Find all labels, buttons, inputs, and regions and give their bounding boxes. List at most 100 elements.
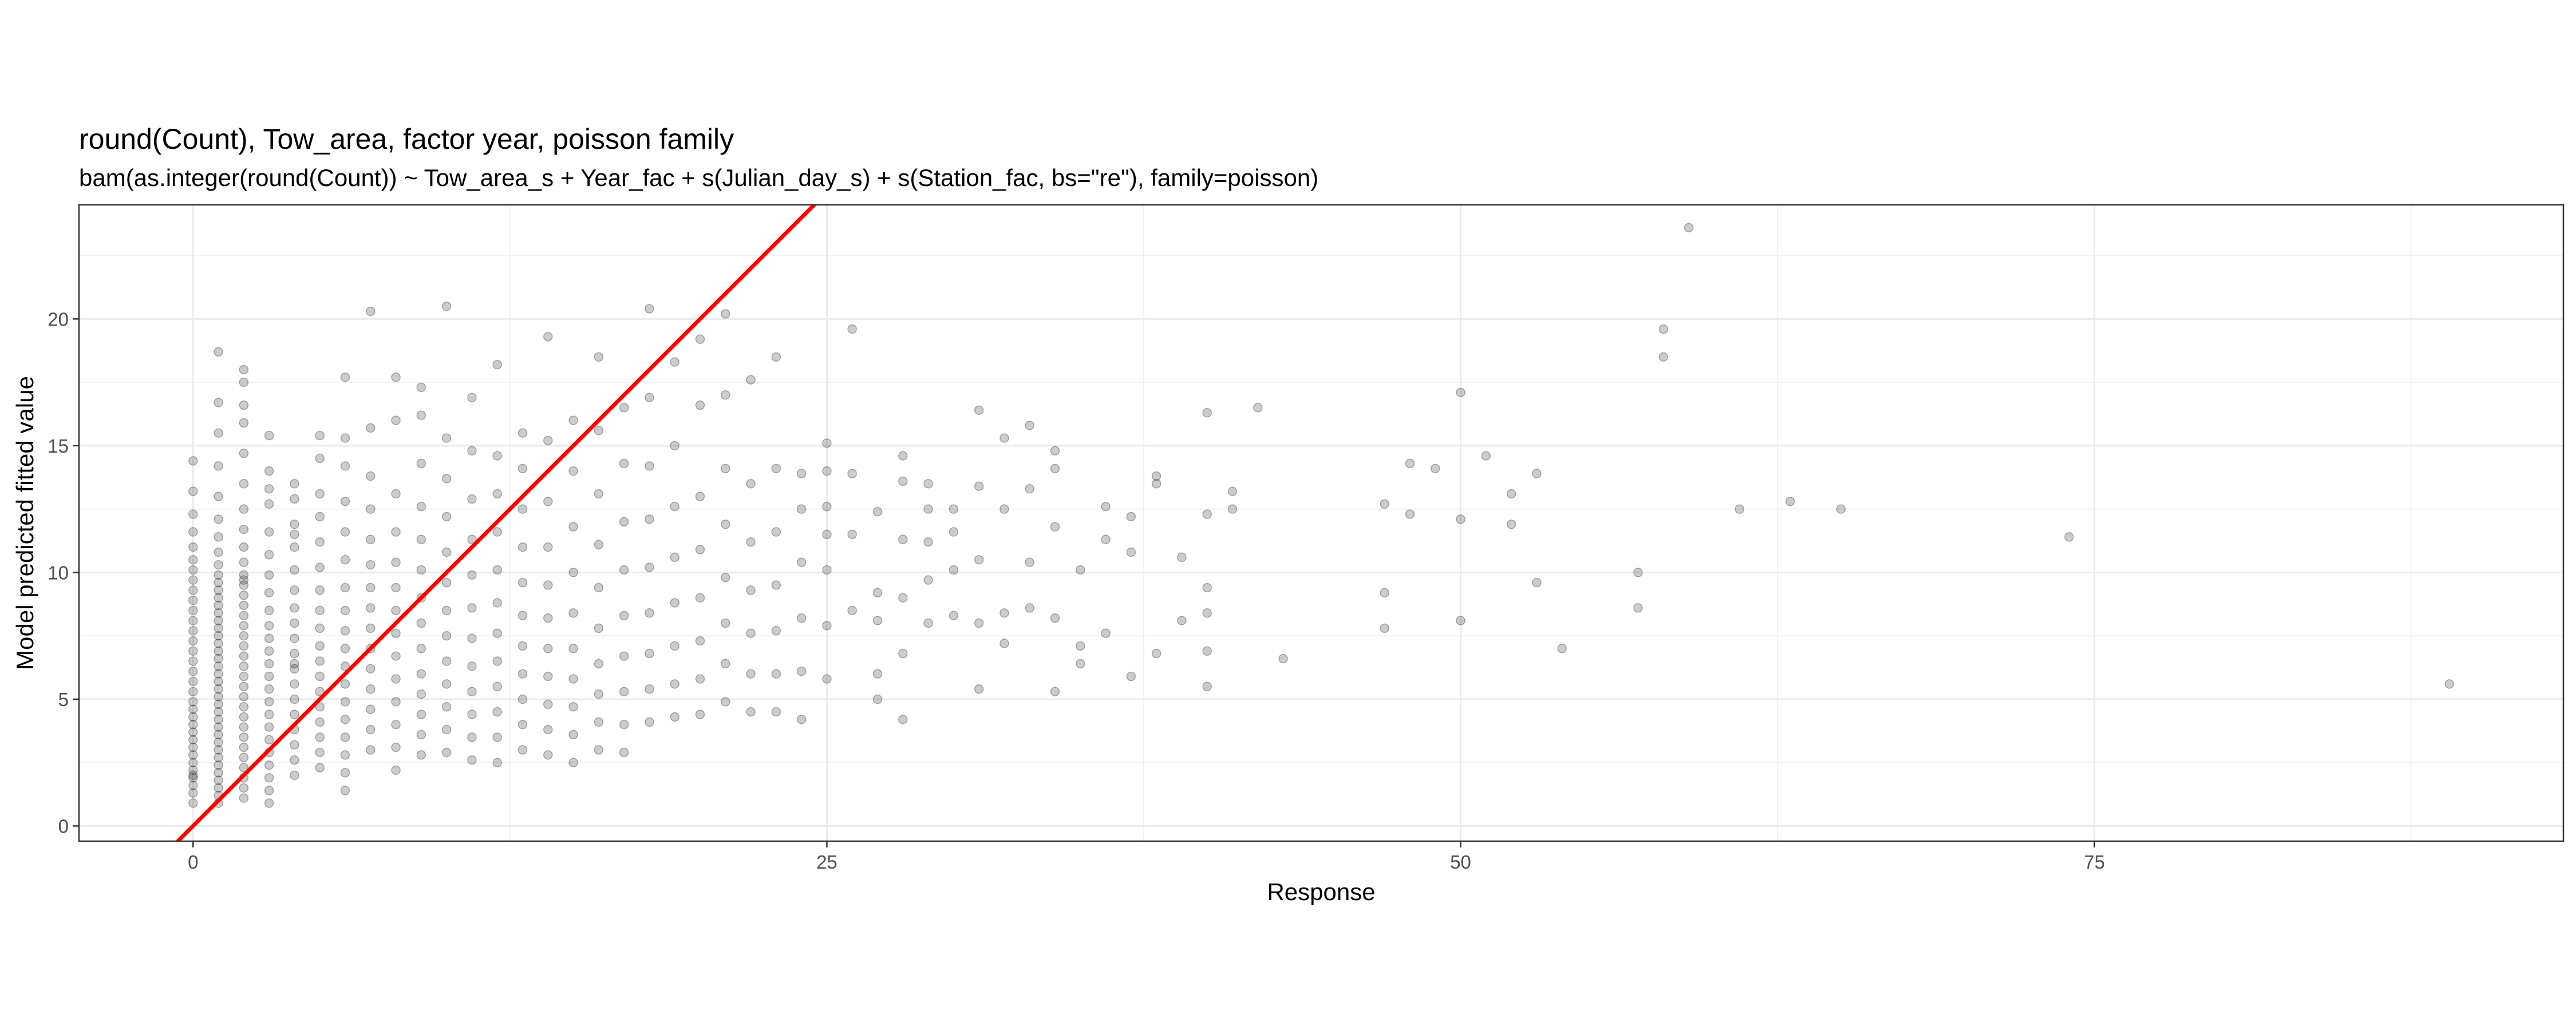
scatter-point: [416, 669, 426, 679]
scatter-point: [416, 458, 426, 469]
scatter-point: [239, 752, 249, 763]
scatter-point: [366, 471, 376, 481]
scatter-point: [214, 560, 223, 570]
scatter-point: [188, 758, 198, 767]
scatter-point: [771, 626, 781, 636]
scatter-point: [898, 534, 908, 545]
scatter-point: [568, 415, 578, 425]
scatter-point: [214, 639, 223, 648]
scatter-point: [264, 772, 274, 783]
scatter-point: [441, 474, 452, 484]
scatter-point: [340, 661, 350, 671]
scatter-point: [619, 565, 629, 575]
scatter-point: [645, 304, 654, 314]
scatter-point: [315, 687, 325, 696]
scatter-point: [1557, 644, 1567, 653]
scatter-point: [1101, 501, 1111, 512]
scatter-point: [746, 669, 756, 679]
scatter-point: [1050, 446, 1060, 455]
scatter-point: [721, 573, 730, 583]
scatter-point: [999, 433, 1009, 443]
scatter-points: [188, 223, 2454, 808]
scatter-point: [315, 763, 325, 772]
scatter-point: [543, 542, 553, 552]
scatter-point: [188, 704, 198, 714]
scatter-point: [695, 636, 705, 646]
scatter-point: [974, 405, 984, 415]
scatter-point: [441, 747, 452, 758]
scatter-point: [214, 669, 223, 679]
scatter-point: [492, 489, 502, 499]
scatter-point: [619, 651, 629, 661]
scatter-point: [1532, 469, 1542, 478]
scatter-point: [239, 692, 249, 702]
scatter-point: [822, 501, 832, 512]
scatter-point: [391, 765, 401, 775]
scatter-point: [290, 740, 299, 750]
scatter-point: [264, 550, 274, 560]
scatter-point: [670, 357, 679, 367]
scatter-point: [264, 671, 274, 682]
scatter-point: [645, 461, 654, 471]
scatter-point: [645, 684, 654, 694]
scatter-point: [543, 699, 553, 710]
scatter-point: [416, 501, 426, 512]
scatter-point: [214, 616, 223, 625]
scatter-point: [645, 562, 654, 572]
scatter-point: [1506, 519, 1516, 529]
scatter-point: [492, 359, 502, 370]
scatter-point: [923, 618, 933, 628]
scatter-point: [568, 758, 578, 767]
scatter-point: [619, 719, 629, 730]
scatter-point: [1227, 504, 1238, 514]
scatter-point: [822, 674, 832, 684]
scatter-point: [239, 448, 249, 458]
scatter-point: [847, 324, 857, 334]
scatter-point: [517, 464, 528, 473]
scatter-point: [188, 750, 198, 760]
scatter-point: [721, 697, 730, 707]
scatter-point: [290, 664, 299, 674]
scatter-point: [214, 752, 223, 763]
scatter-point: [239, 783, 249, 793]
scatter-point: [340, 461, 350, 471]
scatter-point: [340, 732, 350, 742]
scatter-point: [315, 512, 325, 522]
scatter-point: [214, 585, 223, 595]
scatter-point: [441, 547, 452, 557]
scatter-point: [492, 707, 502, 717]
scatter-point: [670, 641, 679, 651]
scatter-point: [315, 671, 325, 682]
scatter-point: [898, 451, 908, 461]
scatter-point: [188, 742, 198, 752]
scatter-point: [366, 664, 376, 674]
scatter-point: [188, 616, 198, 625]
scatter-point: [340, 373, 350, 382]
scatter-point: [188, 554, 198, 565]
scatter-point: [366, 724, 376, 735]
scatter-point: [290, 648, 299, 659]
scatter-point: [796, 715, 807, 724]
scatter-point: [214, 707, 223, 717]
scatter-point: [670, 598, 679, 608]
scatter-point: [391, 415, 401, 425]
scatter-point: [366, 423, 376, 433]
scatter-point: [214, 646, 223, 656]
scatter-point: [771, 707, 781, 717]
scatter-point: [1076, 659, 1085, 669]
scatter-point: [1227, 486, 1238, 496]
scatter-point: [923, 537, 933, 547]
scatter-point: [1151, 648, 1161, 659]
scatter-point: [949, 504, 959, 514]
scatter-point: [391, 527, 401, 537]
scatter-point: [188, 735, 198, 745]
scatter-point: [1025, 421, 1034, 430]
scatter-point: [391, 605, 401, 616]
scatter-point: [239, 682, 249, 692]
scatter-point: [188, 719, 198, 730]
scatter-point: [290, 542, 299, 552]
scatter-point: [872, 669, 883, 679]
chart-title: round(Count), Tow_area, factor year, poi…: [79, 123, 734, 155]
scatter-point: [568, 568, 578, 577]
scatter-point: [391, 719, 401, 730]
